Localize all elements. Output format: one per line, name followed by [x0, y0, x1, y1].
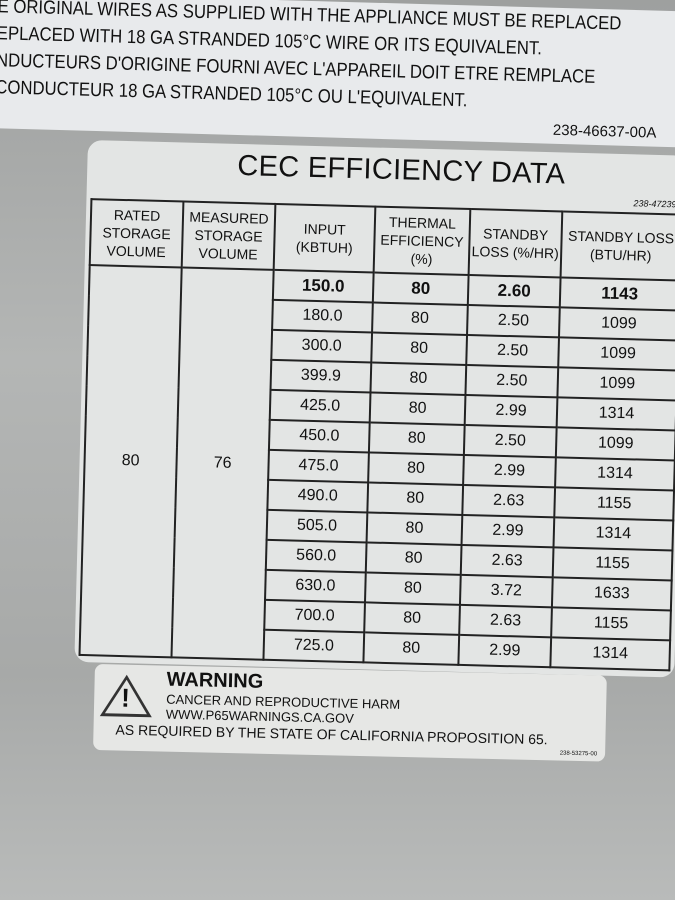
table-cell: 1314 [553, 517, 674, 551]
header-cell: STANDBY LOSS (%/HR) [468, 209, 563, 278]
table-cell: 399.9 [270, 359, 372, 393]
cec-efficiency-label: CEC EFFICIENCY DATA 238-47239-0 RATED ST… [74, 140, 675, 678]
table-cell: 2.50 [463, 424, 557, 458]
table-cell: 475.0 [268, 449, 369, 483]
table-cell: 450.0 [268, 419, 370, 453]
table-cell: 1155 [552, 547, 673, 581]
table-cell: 1099 [558, 307, 675, 341]
table-cell: 80 [371, 332, 468, 365]
part-number: 238-46637-00A [552, 121, 657, 142]
table-cell: 2.50 [467, 304, 560, 338]
table-cell: 2.50 [466, 334, 559, 368]
table-cell: 3.72 [459, 574, 553, 608]
table-cell: 425.0 [269, 389, 371, 423]
table-cell: 2.63 [459, 604, 552, 638]
table-cell: 505.0 [266, 509, 368, 543]
table-cell: 80 [369, 392, 466, 425]
table-cell: 700.0 [264, 599, 365, 633]
wire-notice-label: E ORIGINAL WIRES AS SUPPLIED WITH THE AP… [0, 0, 675, 148]
table-cell: 630.0 [265, 569, 366, 603]
table-cell: 1099 [557, 367, 675, 401]
warning-part-number: 238-53275-00 [559, 750, 598, 758]
warning-title: WARNING [166, 668, 264, 693]
table-cell: 2.50 [465, 364, 559, 398]
exclamation-icon: ! [120, 682, 131, 713]
header-cell: THERMAL EFFICIENCY (%) [373, 206, 471, 276]
cec-part-number: 238-47239-0 [633, 198, 675, 210]
table-cell: 1143 [559, 277, 675, 311]
table-cell: 300.0 [271, 329, 373, 363]
table-cell: 80 [372, 272, 469, 305]
table-cell: 80 [364, 602, 460, 635]
table-cell: 2.63 [460, 544, 554, 578]
table-cell: 490.0 [267, 479, 369, 513]
rated-storage-volume: 80 [79, 265, 182, 658]
table-cell: 1314 [556, 397, 675, 431]
table-cell: 80 [368, 422, 465, 455]
table-cell: 80 [363, 632, 460, 665]
header-cell: MEASURED STORAGE VOLUME [181, 201, 276, 270]
header-cell: STANDBY LOSS (BTU/HR) [560, 211, 675, 281]
table-cell: 1155 [551, 607, 671, 641]
prop65-warning-sticker: ! WARNING CANCER AND REPRODUCTIVE HARM W… [93, 664, 607, 762]
table-cell: 80 [368, 452, 464, 485]
table-cell: 150.0 [272, 269, 374, 303]
table-cell: 2.99 [463, 454, 556, 488]
table-cell: 2.99 [464, 394, 558, 428]
table-cell: 80 [370, 362, 467, 395]
table-cell: 80 [372, 302, 468, 335]
header-cell: RATED STORAGE VOLUME [89, 199, 184, 268]
table-cell: 1099 [555, 427, 675, 461]
table-cell: 80 [365, 542, 462, 575]
table-cell: 80 [366, 512, 463, 545]
efficiency-table: RATED STORAGE VOLUME MEASURED STORAGE VO… [78, 198, 675, 671]
table-cell: 80 [364, 572, 461, 605]
table-cell: 2.99 [458, 634, 552, 668]
table-cell: 560.0 [265, 539, 367, 573]
table-cell: 1314 [555, 457, 675, 491]
table-cell: 2.63 [462, 484, 556, 518]
table-cell: 180.0 [272, 299, 373, 333]
table-cell: 725.0 [263, 629, 365, 663]
table-cell: 80 [367, 482, 464, 515]
table-cell: 1314 [550, 637, 671, 671]
table-cell: 1155 [554, 487, 675, 521]
table-cell: 1099 [558, 337, 675, 371]
table-cell: 2.99 [461, 514, 555, 548]
cec-title: CEC EFFICIENCY DATA [236, 149, 566, 191]
header-cell: INPUT (KBTUH) [273, 203, 376, 273]
table-cell: 1633 [551, 577, 672, 611]
measured-storage-volume: 76 [171, 267, 274, 660]
table-cell: 2.60 [467, 275, 561, 308]
